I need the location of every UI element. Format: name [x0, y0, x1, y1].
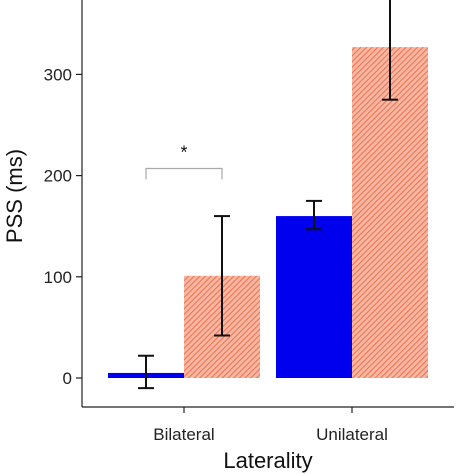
x-axis-title: Laterality: [223, 448, 312, 473]
error-bar-bilateral-series-1: [138, 354, 154, 390]
x-axis: Bilateral Unilateral: [153, 407, 388, 444]
bar-unilateral-series-1: [276, 216, 352, 378]
x-tick-label: Unilateral: [316, 425, 388, 444]
significance-marker: *: [180, 143, 187, 163]
error-bar-bilateral-series-2: [214, 215, 230, 337]
y-tick-label: 100: [44, 268, 72, 287]
significance-bracket: [145, 167, 223, 180]
bar-unilateral-series-2: [352, 47, 428, 379]
y-tick-label: 300: [44, 65, 72, 84]
y-tick-label: 0: [63, 369, 72, 388]
y-tick-label: 200: [44, 167, 72, 186]
error-bar-unilateral-series-2: [382, 0, 398, 101]
y-axis-title: PSS (ms): [2, 149, 27, 243]
y-axis: 0 100 200 300: [44, 65, 82, 388]
error-bar-unilateral-series-1: [306, 199, 322, 231]
plot-area: *: [108, 0, 428, 390]
x-tick-label: Bilateral: [153, 425, 214, 444]
